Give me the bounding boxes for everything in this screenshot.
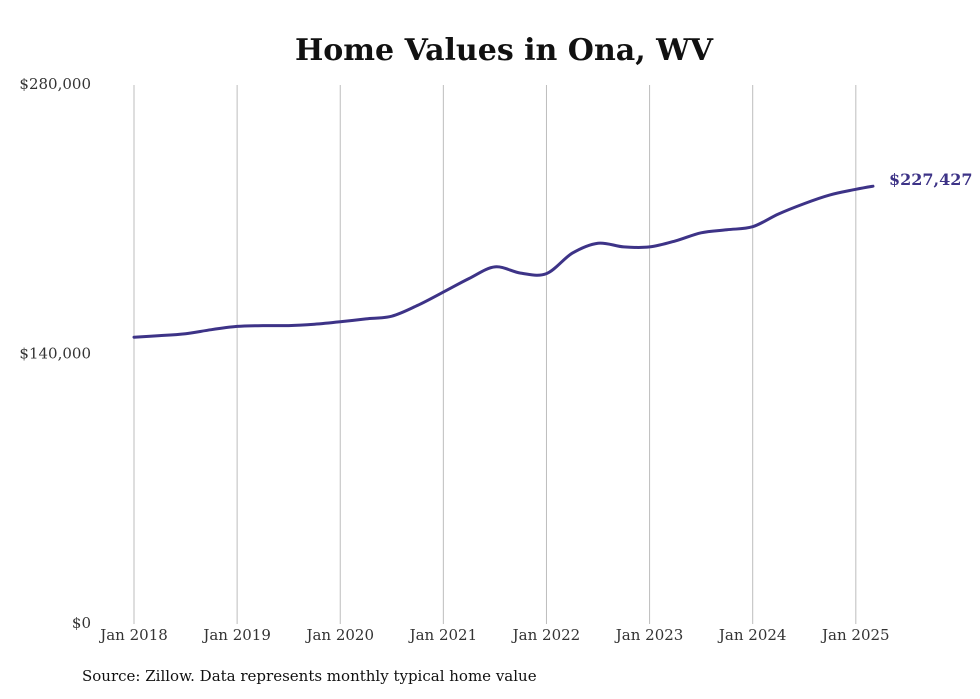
x-tick-label: Jan 2018 — [98, 626, 168, 644]
y-axis-ticks: $0 $140,000 $280,000 — [19, 75, 91, 632]
x-axis-ticks: Jan 2018 Jan 2019 Jan 2020 Jan 2021 Jan 2022… — [98, 626, 889, 644]
source-note: Source: Zillow. Data represents monthly … — [82, 667, 537, 685]
x-tick-label: Jan 2024 — [717, 626, 787, 644]
y-tick-label: $0 — [72, 614, 91, 632]
series-group — [132, 184, 875, 339]
chart-title: Home Values in Ona, WV — [295, 33, 714, 68]
x-tick-label: Jan 2020 — [304, 626, 374, 644]
series-line-0 — [132, 184, 875, 339]
x-tick-label: Jan 2025 — [820, 626, 890, 644]
end-value-label: $227,427 — [889, 170, 973, 189]
x-tick-label: Jan 2022 — [511, 626, 581, 644]
gridlines — [133, 85, 857, 624]
y-tick-label: $280,000 — [19, 75, 91, 93]
x-tick-label: Jan 2023 — [614, 626, 684, 644]
x-tick-label: Jan 2021 — [408, 626, 478, 644]
x-tick-label: Jan 2019 — [201, 626, 271, 644]
y-tick-label: $140,000 — [19, 345, 91, 363]
